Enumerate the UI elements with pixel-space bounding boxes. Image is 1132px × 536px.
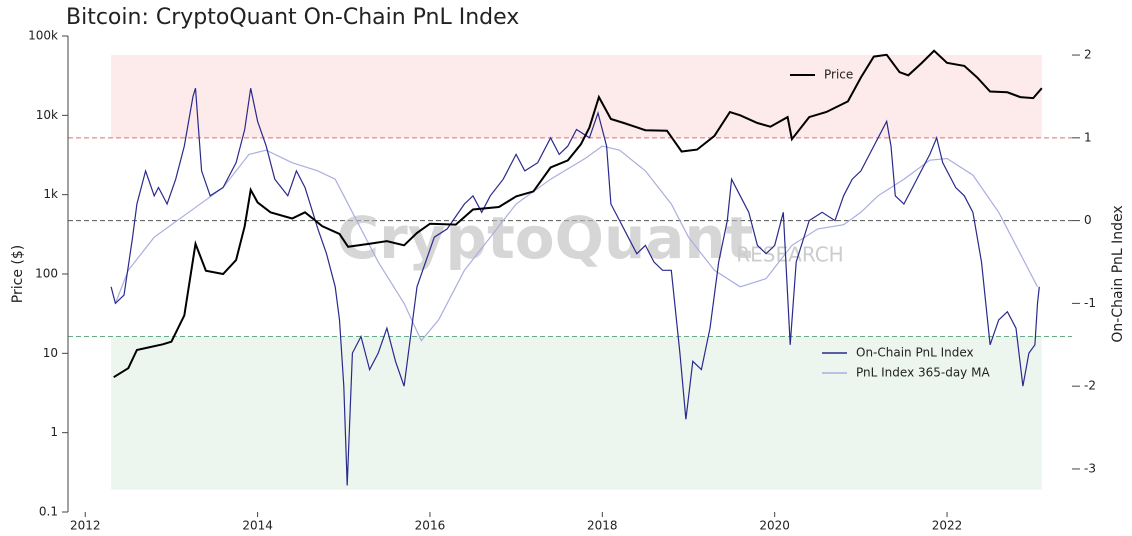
x-tick-label: 2018	[587, 519, 618, 533]
y2-tick-label: 1	[1084, 130, 1092, 144]
y-axis-label: Price ($)	[10, 245, 26, 303]
series-line	[114, 145, 1039, 342]
y-tick-label: 10k	[36, 108, 58, 122]
y2-tick-label: 2	[1084, 48, 1092, 62]
y-tick-label: 100	[35, 267, 58, 281]
y-tick-label: 10	[43, 346, 58, 360]
watermark: CryptoQuant	[337, 204, 754, 272]
band	[111, 336, 1042, 490]
x-tick-label: 2020	[759, 519, 790, 533]
y2-tick-label: -3	[1084, 461, 1096, 475]
y2-tick-label: 0	[1084, 213, 1092, 227]
legend-label: On-Chain PnL Index	[856, 346, 974, 360]
y-tick-label: 0.1	[39, 505, 58, 519]
legend-label: PnL Index 365-day MA	[856, 366, 990, 380]
y2-tick-label: -1	[1084, 296, 1096, 310]
y-tick-label: 1k	[43, 187, 58, 201]
y2-axis-label: On-Chain PnL Index	[1110, 205, 1126, 342]
x-tick-label: 2022	[932, 519, 963, 533]
series-line	[113, 49, 1043, 379]
legend-label: Price	[824, 68, 853, 82]
y-tick-label: 100k	[28, 29, 58, 43]
x-tick-label: 2014	[242, 519, 273, 533]
series-line	[110, 88, 1040, 486]
y-tick-label: 1	[50, 425, 58, 439]
watermark-sub: RESEARCH	[736, 243, 843, 267]
band	[111, 55, 1042, 138]
x-tick-label: 2012	[70, 519, 101, 533]
chart-title: Bitcoin: CryptoQuant On-Chain PnL Index	[66, 5, 519, 30]
y2-tick-label: -2	[1084, 379, 1096, 393]
x-tick-label: 2016	[415, 519, 446, 533]
